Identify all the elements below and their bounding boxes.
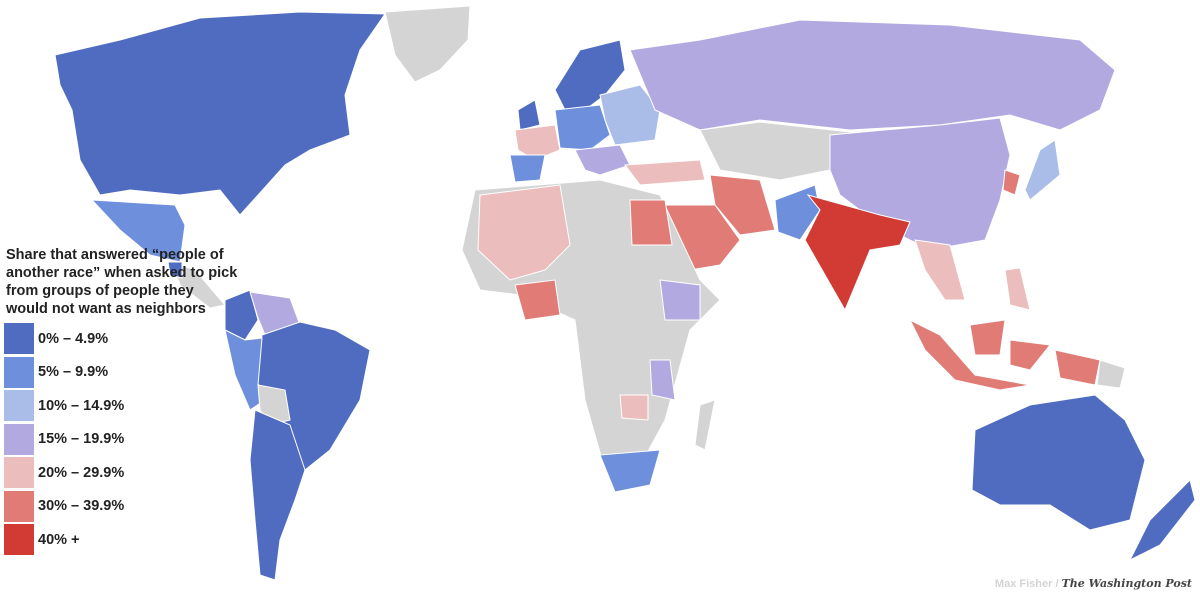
legend-label: 0% – 4.9% [38,330,109,347]
legend: Share that answered “people of another r… [4,246,239,557]
legend-item: 15% – 19.9% [4,423,239,457]
legend-swatch [4,356,34,388]
region-borneo [969,319,1006,356]
region-central-asia [699,121,851,181]
legend-title: Share that answered “people of another r… [6,247,238,317]
region-pakistan [774,184,821,241]
region-france [514,124,561,161]
region-guatemala [167,261,183,279]
credit: Max Fisher / The Washington Post [995,577,1192,590]
legend-swatch [4,524,34,556]
legend-swatch [4,323,34,355]
region-central-america [171,261,226,309]
legend-label: 10% – 14.9% [38,397,125,414]
legend-swatch [4,457,34,489]
region-canada-usa [54,11,386,216]
region-iran [709,174,776,236]
credit-publisher: The Washington Post [1061,577,1192,590]
region-philippines [1004,267,1031,311]
region-south-africa [599,449,661,493]
region-balkans [574,144,631,176]
legend-item: 5% – 9.9% [4,356,239,390]
region-zambia [619,394,649,421]
region-papua [1054,349,1101,386]
legend-label: 15% – 19.9% [38,431,125,448]
region-uk [517,99,541,131]
region-egypt [629,199,673,246]
region-russia [629,19,1116,131]
legend-swatch [4,423,34,455]
region-southeast-asia [914,239,966,301]
region-turkey [624,159,706,186]
legend-label: 40% + [38,531,80,548]
region-png [1096,359,1126,389]
legend-swatch [4,390,34,422]
region-spain [509,154,546,183]
region-colombia [224,289,259,341]
legend-item: 40% + [4,523,239,557]
region-indonesia [908,318,1031,391]
region-madagascar [694,399,716,451]
legend-label: 5% – 9.9% [38,364,109,381]
legend-item: 30% – 39.9% [4,490,239,524]
region-central-europe [554,104,611,151]
region-sulawesi [1009,339,1051,371]
credit-author: Max Fisher / [994,578,1059,590]
legend-swatch [4,490,34,522]
region-japan [1024,139,1061,201]
region-greenland [384,5,471,83]
legend-label: 30% – 39.9% [38,498,125,515]
legend-item: 20% – 29.9% [4,456,239,490]
region-nigeria [514,279,561,321]
legend-label: 20% – 29.9% [38,464,125,481]
region-eastern-europe [599,84,661,146]
region-new-zealand [1128,479,1196,562]
legend-item: 0% – 4.9% [4,322,239,356]
region-ethiopia [659,279,701,321]
region-australia [971,394,1146,531]
region-north-africa [477,184,571,281]
region-india [804,194,911,312]
region-korea [1002,169,1021,196]
region-argentina-chile [249,409,306,581]
region-tanzania [649,359,676,401]
legend-item: 10% – 14.9% [4,389,239,423]
